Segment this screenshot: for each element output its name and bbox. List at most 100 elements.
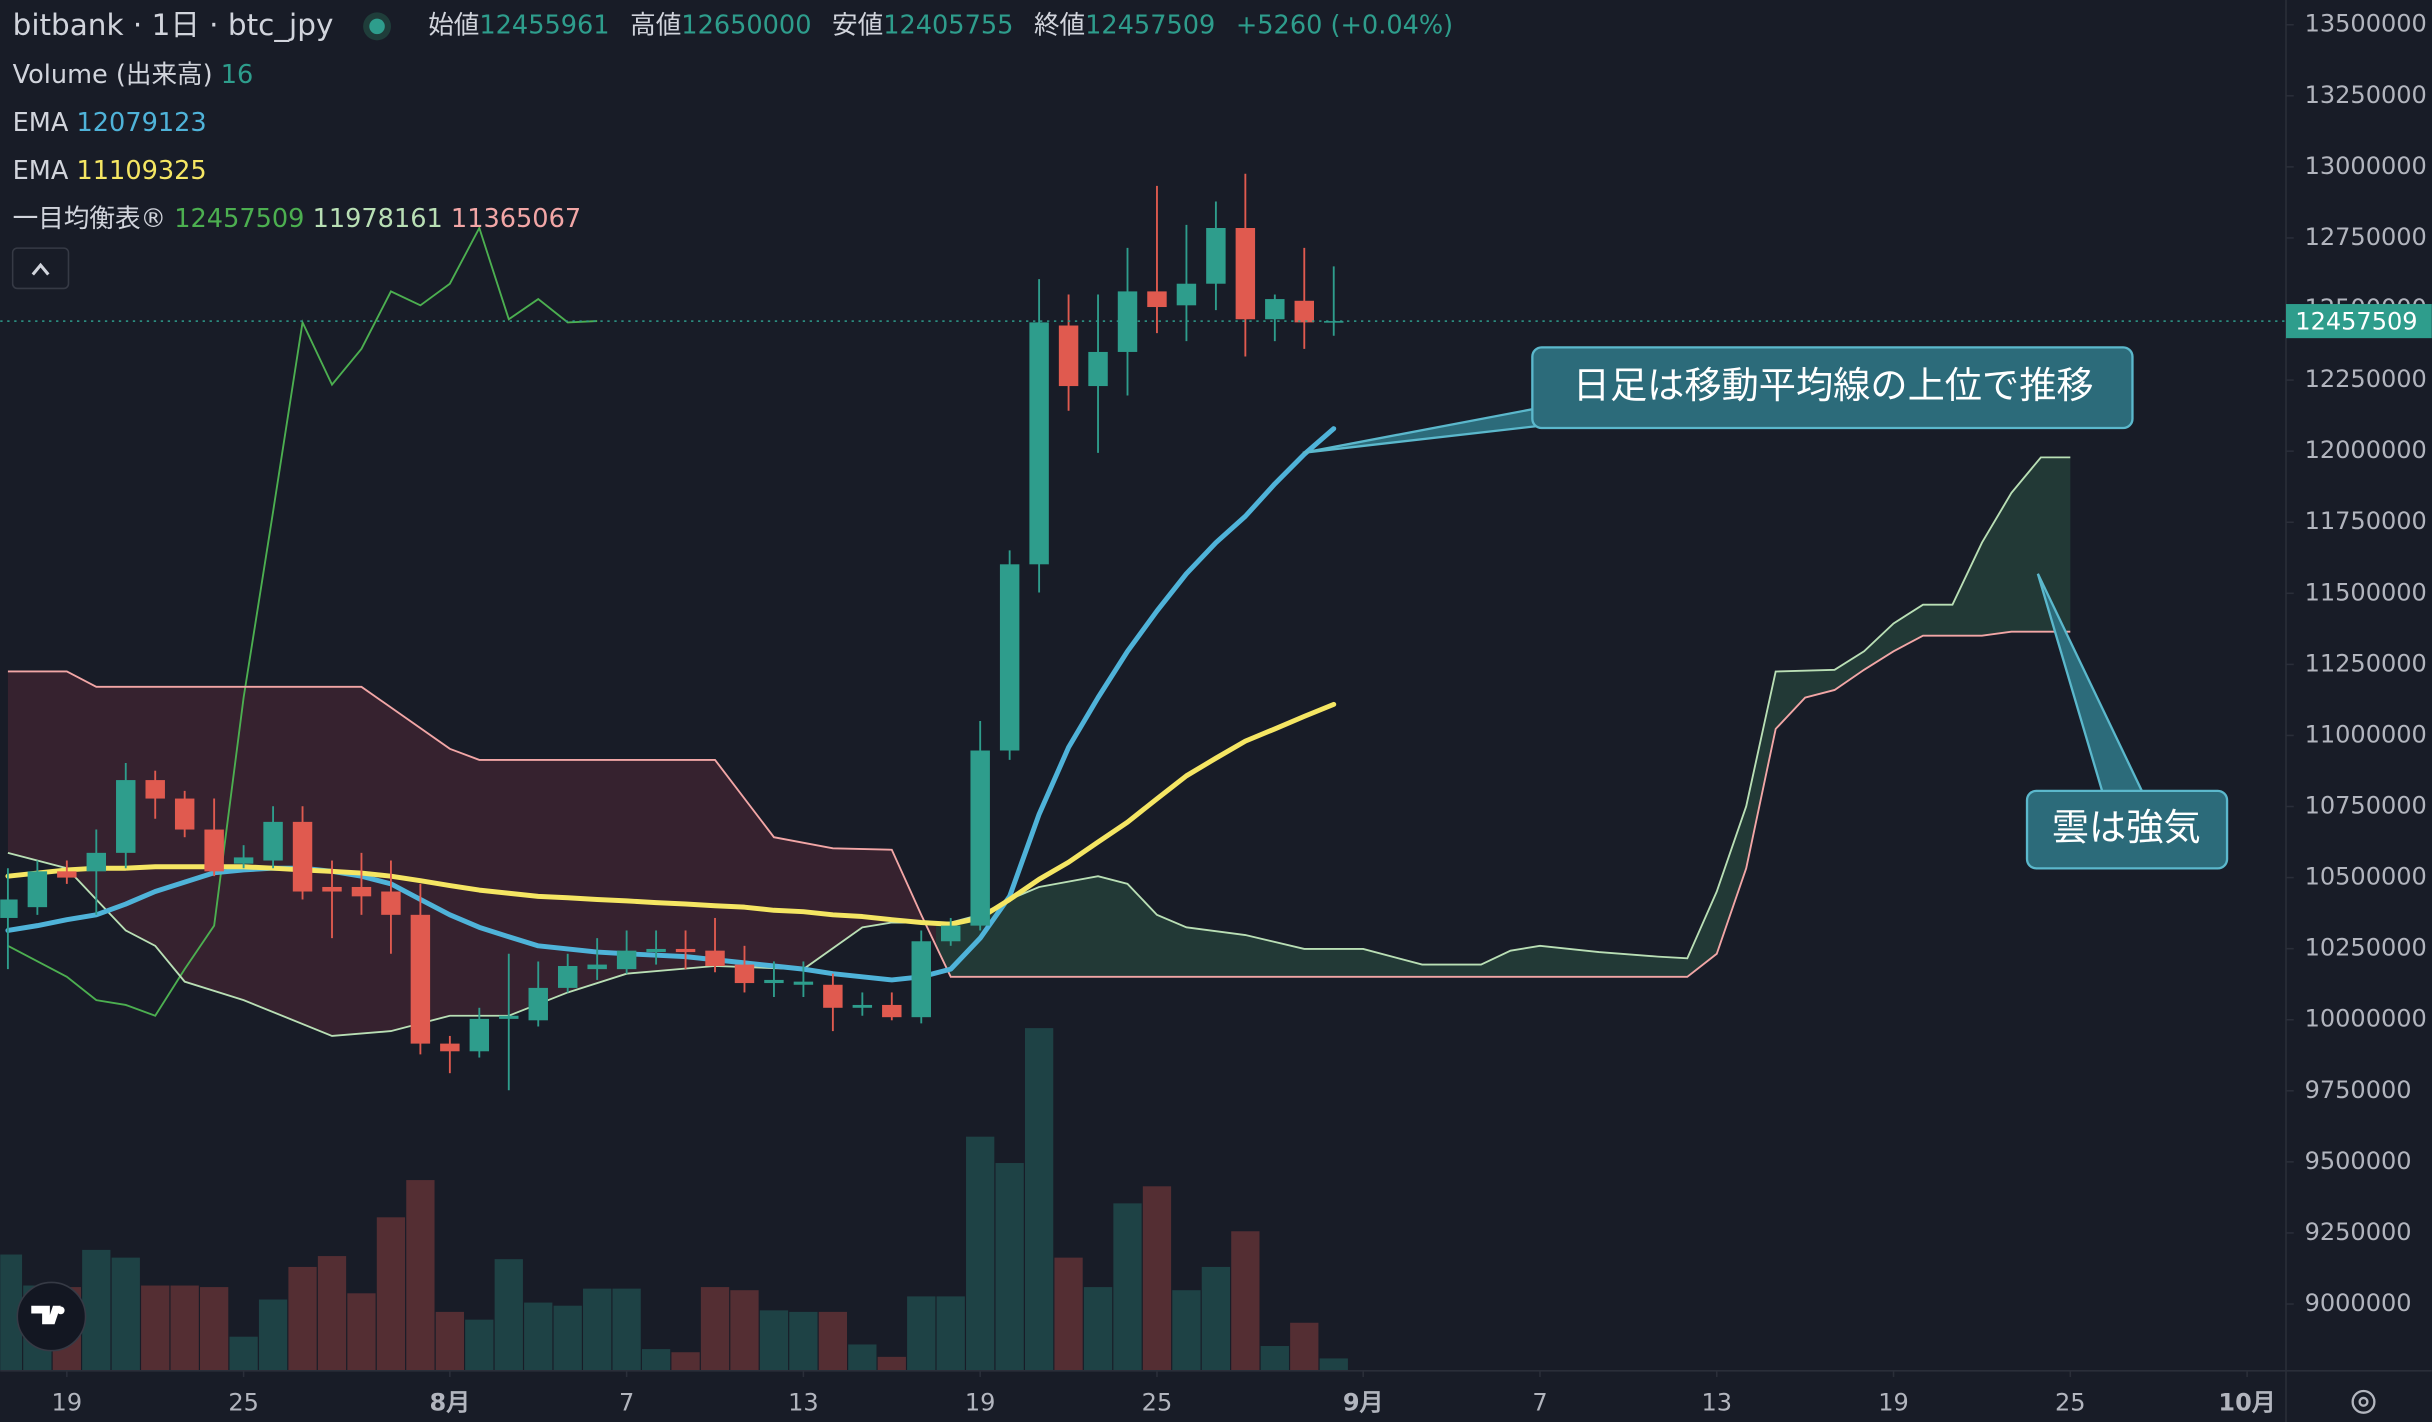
candle-body (616, 950, 637, 970)
candle-body (1117, 291, 1138, 352)
candle-body (499, 1015, 519, 1019)
gear-icon[interactable] (2351, 1389, 2376, 1414)
candle-body (1206, 227, 1226, 284)
y-tick-label: 10000000 (2305, 1005, 2427, 1033)
callout: 日足は移動平均線の上位で推移 (1302, 346, 2134, 454)
volume-bar (966, 1136, 995, 1371)
candle-body (174, 798, 195, 830)
volume-pane (0, 1028, 1348, 1371)
value: 12405755 (883, 10, 1013, 40)
x-tick-label: 7 (619, 1388, 634, 1416)
volume-bar (818, 1311, 848, 1371)
volume-bar (347, 1293, 376, 1371)
volume-bar (406, 1180, 435, 1371)
ema-legend: EMA 12079123 (13, 108, 207, 138)
volume-bar (612, 1288, 641, 1371)
volume-bar (1290, 1322, 1319, 1371)
volume-bar (465, 1319, 494, 1371)
volume-bar (671, 1352, 700, 1371)
volume-bar (258, 1299, 288, 1371)
volume-bar (759, 1310, 789, 1371)
candle-body (1088, 351, 1108, 387)
candle-body (351, 886, 372, 897)
y-tick-label: 10500000 (2305, 863, 2427, 891)
ohlc-legend: 始値12455961 高値12650000 安値12405755 終値12457… (428, 10, 1453, 40)
x-tick-label: 25 (1142, 1388, 1173, 1416)
candle-body (204, 829, 224, 872)
x-tick-label: 8月 (429, 1388, 470, 1416)
volume-bar (1083, 1287, 1113, 1371)
candle-body (0, 899, 18, 918)
candle-body (1176, 283, 1197, 306)
candle-body (440, 1043, 460, 1052)
label: EMA (13, 156, 69, 186)
label: 一目均衡表® (13, 204, 166, 234)
x-tick-label: 19 (52, 1388, 83, 1416)
volume-bar (553, 1305, 582, 1371)
change: +5260 (+0.04%) (1236, 10, 1453, 40)
x-tick-label: 9月 (1343, 1388, 1384, 1416)
last-price-label: 12457509 (2295, 308, 2417, 336)
volume-bar (200, 1287, 229, 1371)
candle-body (86, 852, 107, 872)
volume-bar (1319, 1358, 1348, 1371)
ichimoku-line (7, 456, 2071, 1037)
y-tick-label: 9500000 (2305, 1147, 2412, 1175)
tradingview-logo[interactable] (16, 1281, 87, 1352)
candle-body (469, 1018, 490, 1052)
candle-body (1029, 322, 1049, 565)
callout-box (2025, 789, 2229, 870)
y-tick-label: 9250000 (2305, 1218, 2412, 1246)
volume-bar (877, 1356, 906, 1371)
x-tick-label: 19 (965, 1388, 996, 1416)
callout-text: 雲は強気 (2052, 805, 2201, 849)
candle-body (263, 821, 283, 861)
volume-bar (848, 1344, 877, 1371)
volume-bar (1142, 1186, 1172, 1371)
logo-mark[interactable] (31, 1305, 61, 1325)
y-tick-label: 12750000 (2305, 223, 2427, 251)
logo-dot[interactable] (56, 1306, 65, 1315)
candle-body (1058, 325, 1079, 387)
volume-bar (730, 1290, 759, 1371)
gear-center[interactable] (2358, 1396, 2369, 1407)
volume-bar (907, 1296, 936, 1371)
candle-body (705, 950, 725, 967)
volume-bar (435, 1311, 464, 1371)
candle-body (823, 984, 843, 1008)
value: 12457509 (1085, 10, 1215, 40)
symbol-title: bitbank · 1日 · btc_jpy (13, 8, 334, 42)
y-tick-label: 11500000 (2305, 578, 2427, 606)
volume-bar (317, 1256, 347, 1371)
ema-line (5, 426, 1337, 983)
candle-body (882, 1004, 902, 1018)
indicator-lines (5, 225, 2071, 1037)
y-tick-label: 12000000 (2305, 436, 2427, 464)
volume-bar (376, 1217, 406, 1371)
value: 12650000 (681, 10, 811, 40)
volume-bar (141, 1285, 170, 1371)
candle-body (970, 750, 990, 926)
ichimoku-line (7, 630, 2071, 978)
candle-body (27, 871, 48, 908)
label: Volume (出来高) (13, 60, 213, 90)
y-tick-label: 13500000 (2305, 10, 2427, 38)
axes: 9000000 9250000 9500000 9750000 10000000 1025… (0, 10, 2432, 1416)
settings-button[interactable] (2351, 1389, 2376, 1414)
candle-body (587, 964, 607, 970)
callout-text: 日足は移動平均線の上位で推移 (1573, 363, 2094, 407)
volume-bar (936, 1296, 965, 1371)
y-tick-label: 11250000 (2305, 649, 2427, 677)
x-tick-label: 13 (1701, 1388, 1732, 1416)
cloud (7, 457, 2071, 1036)
volume-bar (583, 1288, 612, 1371)
candle-body (1235, 227, 1256, 320)
candle-body (1265, 299, 1285, 320)
label: 安値 (832, 10, 883, 40)
chevron-icon[interactable] (31, 262, 50, 276)
collapse-button[interactable] (11, 247, 70, 290)
button-frame[interactable] (11, 247, 70, 290)
candle-body (1147, 291, 1167, 308)
label: 高値 (630, 10, 681, 40)
